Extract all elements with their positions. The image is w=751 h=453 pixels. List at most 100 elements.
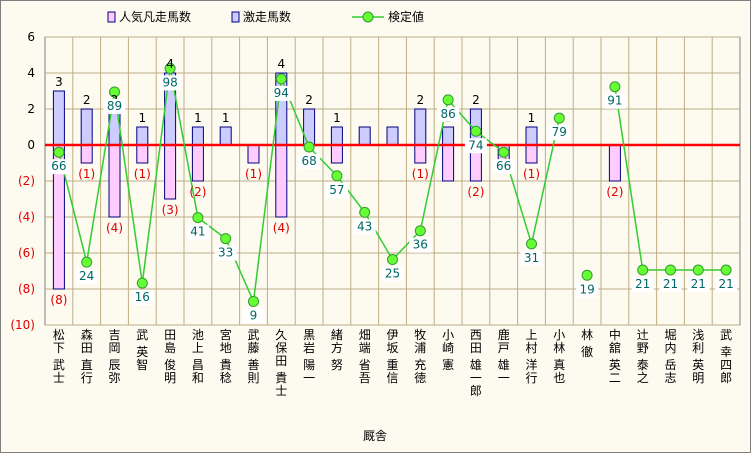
line-point (164, 62, 176, 74)
x-tick-char: 黒 (303, 328, 315, 342)
value-label: 94 (270, 85, 293, 101)
x-tick-char: 方 (331, 340, 343, 355)
x-tick-char: 陽 (303, 358, 315, 372)
value-label: 21 (715, 277, 738, 293)
x-tick-char: 志 (664, 371, 676, 385)
x-tick-char: 島 (164, 340, 176, 355)
x-tick-char: 幸 (720, 345, 732, 359)
value-label: 66 (47, 159, 70, 175)
line-point (498, 146, 510, 158)
x-tick-char: 省 (359, 358, 371, 372)
x-tick-char: 二 (609, 371, 621, 385)
x-tick-char: 一 (498, 371, 510, 385)
line-point (553, 112, 565, 124)
line-point (136, 277, 148, 289)
value-label-text: 91 (607, 94, 622, 108)
line-point (526, 238, 537, 250)
bar-longshot (303, 108, 316, 146)
value-label-text: 41 (190, 225, 205, 239)
value-label-bg (631, 277, 654, 293)
x-tick-char: 田 (164, 328, 176, 342)
x-tick-char: 吉 (108, 328, 120, 342)
line-point (387, 254, 398, 266)
x-tick-char: 鹿 (498, 327, 510, 342)
value-label: 21 (687, 277, 710, 293)
value-label-text: 21 (663, 277, 678, 291)
line-point (275, 73, 287, 85)
y-tick-label: 4 (27, 66, 35, 80)
x-tick-char: 地 (220, 341, 232, 355)
x-tick-char: 善 (247, 357, 259, 372)
x-tick-char: 西 (470, 328, 482, 342)
line-series (53, 62, 732, 307)
line-point (81, 256, 93, 268)
x-tick-char: 緒 (331, 327, 343, 342)
line-point (53, 146, 65, 158)
line-point (331, 170, 343, 182)
x-tick-char: 岳 (664, 358, 676, 372)
value-label: 43 (353, 219, 376, 235)
popular-fail-label: (2) (606, 185, 623, 199)
x-tick-char: 利 (692, 341, 704, 355)
x-tick-char: 森 (81, 327, 93, 342)
line-point (414, 225, 426, 237)
bar-longshot (80, 108, 93, 146)
bar-popular-fail (608, 144, 621, 182)
legend: 人気凡走馬数 激走馬数 検定値 (107, 9, 424, 24)
bar-longshot (219, 126, 232, 146)
value-label-text: 79 (552, 125, 567, 139)
line-point (720, 264, 732, 276)
line-point (359, 206, 371, 218)
x-tick-char: 英 (609, 358, 621, 372)
value-label-bg (381, 266, 404, 282)
x-tick-char: 上 (525, 328, 537, 342)
value-label-text: 33 (218, 246, 233, 260)
x-tick-char: 岩 (303, 340, 315, 355)
popular-fail-label: (1) (412, 167, 429, 181)
value-label: 25 (381, 266, 404, 282)
y-tick-label: (4) (18, 210, 35, 224)
bar-popular-fail (442, 144, 455, 182)
x-tick-char: 林 (553, 341, 565, 355)
x-tick-char: 士 (275, 384, 287, 398)
x-tick-char: 努 (331, 357, 343, 372)
x-tick-char: 明 (164, 371, 176, 385)
x-tick-char: 辰 (108, 358, 120, 372)
x-tick-label: 小崎憲 (442, 328, 454, 372)
x-tick-char: 田 (470, 341, 482, 355)
value-label-bg (492, 159, 515, 175)
x-tick-char: 伊 (386, 328, 398, 342)
value-label-bg (75, 269, 98, 285)
bar-longshot (358, 126, 371, 146)
value-label: 91 (603, 93, 626, 109)
x-tick-char: 郎 (720, 371, 732, 385)
x-tick-char: 吾 (359, 371, 371, 385)
x-tick-char: 松 (53, 328, 65, 342)
y-tick-label: 6 (27, 30, 35, 44)
x-tick-char: 坂 (386, 341, 398, 355)
value-label-text: 68 (301, 154, 316, 168)
value-label-bg (242, 308, 265, 324)
x-tick-char: 田 (275, 354, 287, 368)
value-label-text: 21 (718, 277, 733, 291)
value-label-text: 66 (51, 159, 66, 173)
popular-fail-label: (3) (162, 203, 179, 217)
bar-popular-fail (275, 144, 288, 218)
value-label-text: 19 (579, 282, 594, 296)
data-labels: 3(8)662(1)242(4)891(1)164(3)981(2)41133(… (47, 57, 738, 324)
popular-fail-label: (2) (189, 185, 206, 199)
x-tick-char: 保 (275, 341, 287, 355)
value-label-bg (520, 250, 543, 266)
x-tick-char: 行 (525, 371, 537, 385)
